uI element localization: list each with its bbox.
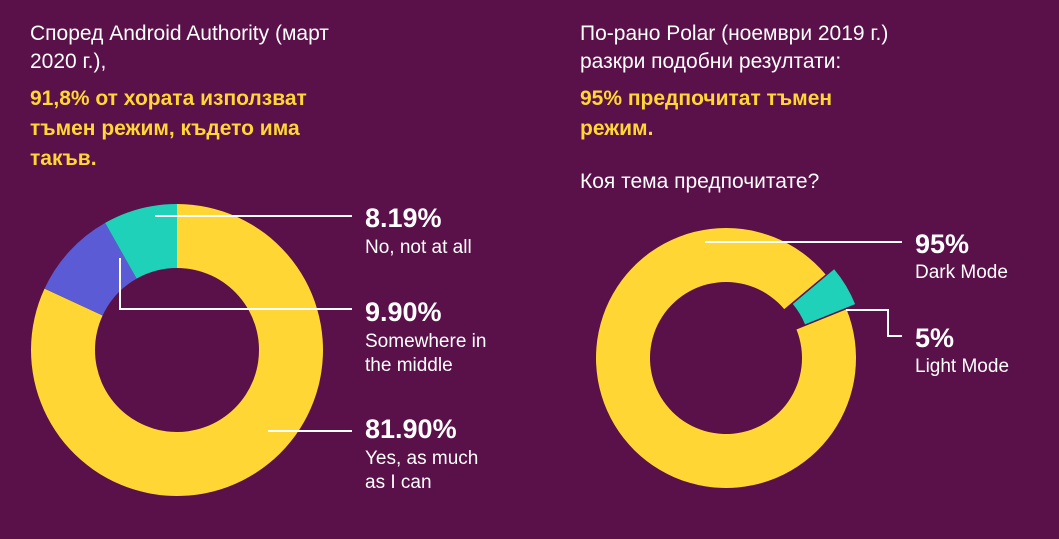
right-slice-0-label: Dark Mode xyxy=(915,262,1008,283)
left-slice-1-label-line-1: Somewhere in xyxy=(365,331,487,352)
right-donut-slice-1 xyxy=(792,269,856,325)
leader-lines xyxy=(119,215,902,432)
left-highlight-line-2: тъмен режим, където има xyxy=(30,117,300,140)
left-slice-0-label: No, not at all xyxy=(365,237,472,258)
left-slice-0-value: 8.19% xyxy=(365,203,442,233)
right-slice-0-value: 95% xyxy=(915,229,970,259)
leader-left-1 xyxy=(119,258,352,310)
right-highlight-line-1: 95% предпочитат тъмен xyxy=(580,87,833,110)
right-intro-line-1: По-рано Polar (ноември 2019 г.) xyxy=(580,22,889,45)
left-slice-2-value: 81.90% xyxy=(365,414,457,444)
left-slice-2-label-line-1: Yes, as much xyxy=(365,448,479,469)
left-slice-2-label-line-2: as I can xyxy=(365,472,432,493)
right-slice-1-label: Light Mode xyxy=(915,356,1010,377)
left-donut-slice-1 xyxy=(44,222,137,316)
right-slice-1-value: 5% xyxy=(915,323,955,353)
left-donut-slice-2 xyxy=(30,204,323,496)
donut-left xyxy=(30,204,323,496)
left-slice-1-label-line-2: the middle xyxy=(365,355,453,376)
left-highlight-line-3: такъв. xyxy=(30,147,97,170)
left-intro-line-1: Според Android Authority (март xyxy=(30,22,329,45)
right-intro-line-2: разкри подобни резултати: xyxy=(580,50,842,73)
right-highlight-line-2: режим. xyxy=(580,117,654,140)
left-intro-line-2: 2020 г.), xyxy=(30,50,107,73)
right-donut-slice-0 xyxy=(595,227,856,488)
leader-right-1 xyxy=(846,309,902,337)
left-donut-slice-0 xyxy=(105,204,177,279)
left-highlight-line-1: 91,8% от хората използват xyxy=(30,87,307,110)
left-slice-1-value: 9.90% xyxy=(365,297,442,327)
right-question: Коя тема предпочитате? xyxy=(580,170,820,193)
donut-right xyxy=(595,227,856,488)
